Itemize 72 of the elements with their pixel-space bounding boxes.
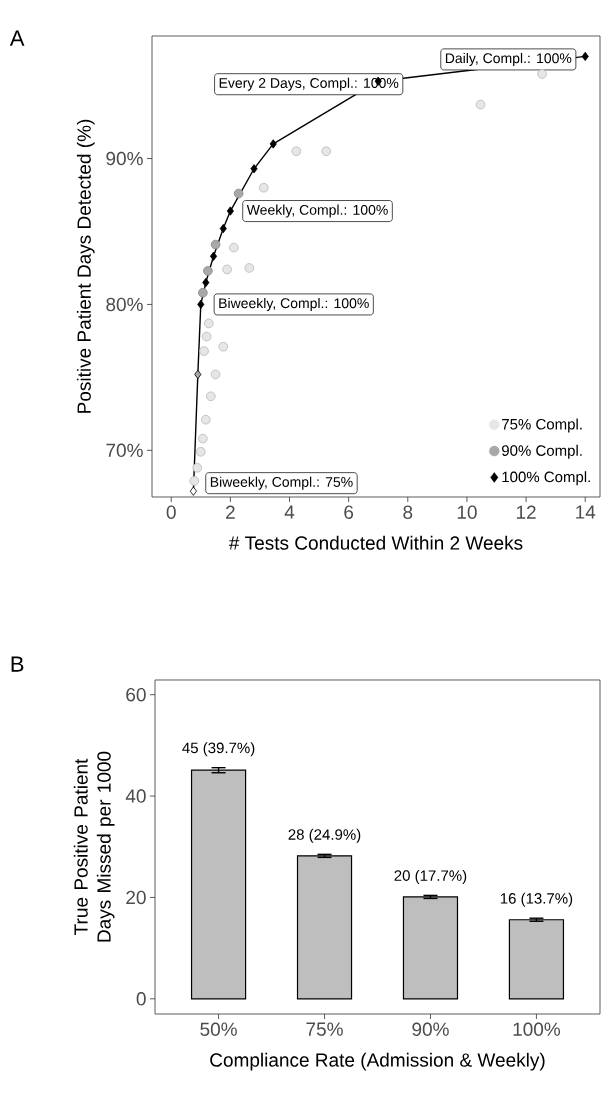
- annotation: Weekly, Compl.: 100%: [246, 204, 388, 218]
- x-axis-title: Compliance Rate (Admission & Weekly): [210, 1052, 545, 1071]
- legend-label: 75% Compl.: [502, 418, 582, 433]
- point: [244, 263, 255, 273]
- point: [475, 99, 486, 110]
- y-tick-label: 90%: [106, 151, 143, 166]
- x-tick-label: 0: [166, 505, 176, 519]
- point: [195, 446, 206, 457]
- point: [197, 299, 205, 310]
- point: [192, 463, 203, 473]
- x-tick-label: 2: [226, 505, 235, 519]
- y-axis-title: Positive Patient Days Detected (%): [76, 119, 95, 413]
- point: [250, 164, 258, 174]
- x-tick-label: 50%: [200, 1022, 237, 1036]
- point: [210, 239, 221, 250]
- point: [198, 433, 208, 444]
- y-tick-label: 40: [125, 789, 146, 803]
- point: [203, 266, 213, 276]
- point: [222, 264, 232, 275]
- x-tick-label: 90%: [412, 1022, 449, 1036]
- point: [226, 206, 234, 216]
- point: [219, 223, 227, 234]
- point: [203, 318, 214, 329]
- legend-label: 100% Compl.: [502, 471, 590, 486]
- bar: [296, 855, 353, 1000]
- annotation: Biweekly, Compl.: 100%: [219, 297, 369, 311]
- bar: [190, 769, 247, 1000]
- x-tick-label: 4: [284, 505, 295, 519]
- x-tick-label: 14: [576, 505, 596, 519]
- point: [233, 188, 244, 199]
- y-tick-label: 70%: [106, 443, 143, 458]
- point: [201, 331, 212, 342]
- legend-label: 90% Compl.: [502, 444, 582, 459]
- point: [198, 287, 208, 298]
- point: [202, 277, 210, 288]
- x-tick-label: 6: [344, 505, 354, 519]
- data-label: 28 (24.9%): [288, 828, 361, 843]
- x-tick-label: 100%: [513, 1022, 561, 1036]
- y-tick-label: 20: [126, 890, 146, 905]
- data-label: 45 (39.7%): [182, 742, 255, 757]
- point: [209, 251, 218, 261]
- point: [291, 146, 302, 157]
- x-tick-label: 10: [457, 505, 477, 519]
- point: [189, 486, 197, 496]
- point: [537, 69, 547, 79]
- point: [258, 182, 269, 193]
- bar: [508, 919, 565, 1000]
- point: [210, 369, 221, 380]
- y-tick-label: 0: [136, 992, 146, 1006]
- point: [321, 146, 331, 157]
- y-tick-label: 60: [126, 687, 146, 702]
- annotation: Daily, Compl.: 100%: [445, 52, 572, 66]
- point: [189, 476, 200, 486]
- x-tick-label: 12: [516, 505, 536, 519]
- chart-title: B: [11, 656, 24, 672]
- data-label: 16 (13.7%): [500, 892, 573, 907]
- point: [199, 346, 209, 356]
- chart-title: A: [9, 30, 25, 46]
- point: [269, 139, 277, 149]
- point: [218, 341, 229, 352]
- y-tick-label: 80%: [106, 297, 143, 312]
- annotation: Biweekly, Compl.: 75%: [210, 476, 353, 490]
- x-tick-label: 8: [403, 505, 413, 519]
- x-tick-label: 75%: [306, 1022, 343, 1036]
- point: [206, 391, 216, 402]
- y-axis-title: True Positive Patient Days Missed per 1000: [73, 751, 115, 942]
- x-axis-title: # Tests Conducted Within 2 Weeks: [228, 535, 523, 550]
- point: [201, 414, 211, 425]
- data-label: 20 (17.7%): [394, 869, 467, 884]
- bar: [402, 896, 459, 1000]
- point: [581, 51, 589, 62]
- point: [229, 242, 239, 253]
